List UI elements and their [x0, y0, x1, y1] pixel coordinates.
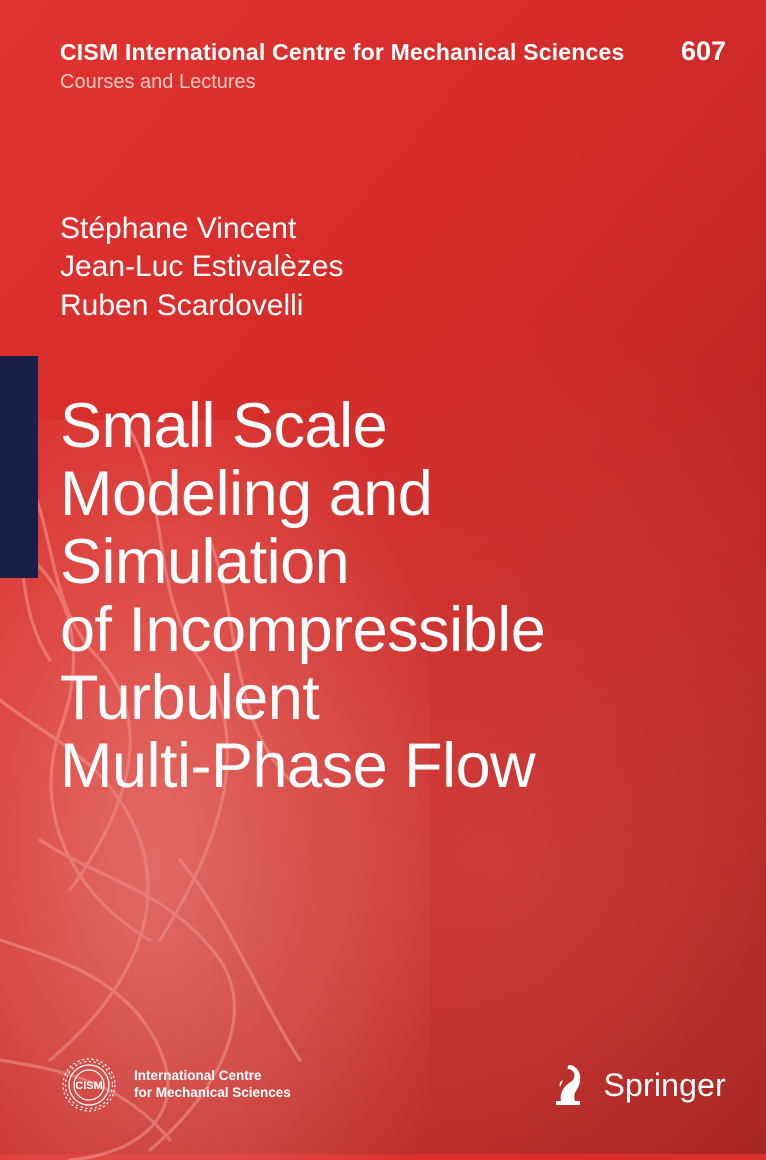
cism-line: for Mechanical Sciences [134, 1085, 291, 1102]
author: Ruben Scardovelli [60, 287, 343, 325]
series-name: CISM International Centre for Mechanical… [60, 39, 625, 66]
author-list: Stéphane Vincent Jean-Luc Estivalèzes Ru… [60, 210, 343, 325]
cism-gear-icon: CISM [60, 1056, 118, 1114]
series-header: CISM International Centre for Mechanical… [60, 36, 726, 94]
book-title: Small Scale Modeling and Simulation of I… [60, 392, 726, 800]
series-subtitle: Courses and Lectures [60, 71, 726, 94]
footer: CISM International Centre for Mechanical… [60, 1056, 726, 1114]
author: Stéphane Vincent [60, 210, 343, 248]
publisher-block: Springer [547, 1062, 726, 1108]
title-line: Simulation [60, 528, 726, 596]
springer-horse-icon [547, 1062, 589, 1108]
cism-text: International Centre for Mechanical Scie… [134, 1068, 291, 1102]
title-line: Small Scale [60, 392, 726, 460]
book-cover: CISM International Centre for Mechanical… [0, 0, 766, 1154]
series-number: 607 [681, 36, 726, 67]
title-line: Multi-Phase Flow [60, 732, 726, 800]
cism-label: CISM [75, 1080, 103, 1092]
cism-logo-block: CISM International Centre for Mechanical… [60, 1056, 291, 1114]
publisher-name: Springer [603, 1067, 726, 1104]
title-line: of Incompressible [60, 596, 726, 664]
title-line: Modeling and [60, 460, 726, 528]
cism-line: International Centre [134, 1068, 291, 1085]
title-line: Turbulent [60, 664, 726, 732]
spine-accent [0, 356, 38, 578]
author: Jean-Luc Estivalèzes [60, 248, 343, 286]
